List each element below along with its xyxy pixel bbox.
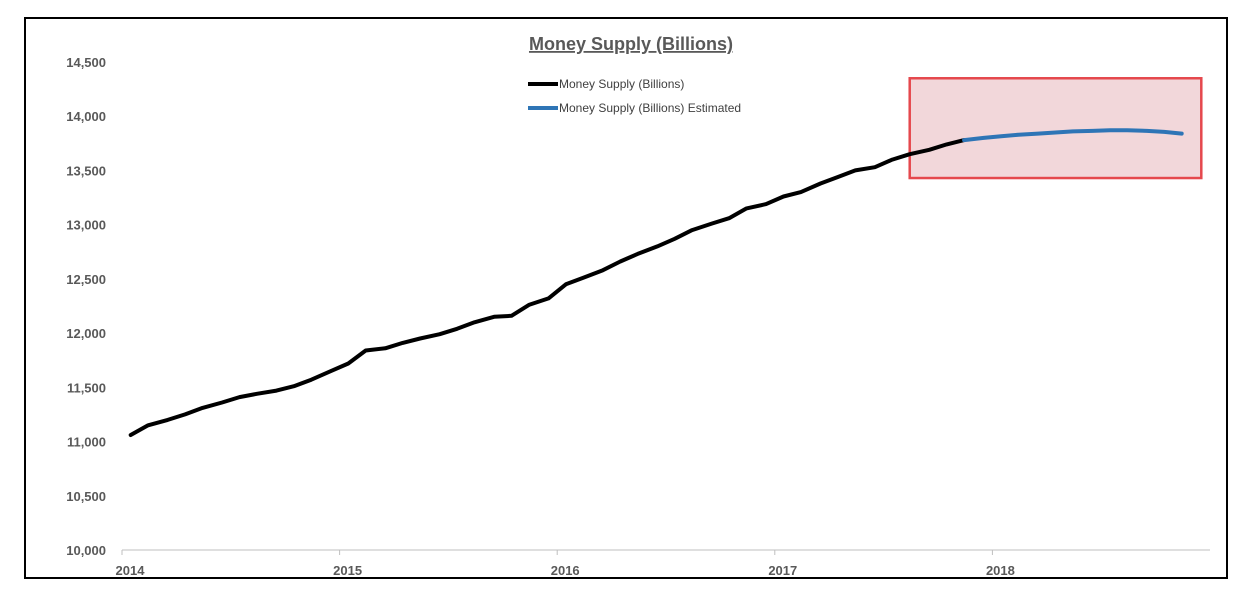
series-layer: [128, 128, 1184, 437]
x-tick-label: 2017: [768, 563, 797, 577]
y-tick-label: 10,500: [66, 489, 106, 504]
chart-frame: 10,000 10,500 11,000 11,500 12,000 12,500 13,0…: [24, 17, 1228, 579]
x-tick-label: 2014: [116, 563, 146, 577]
chart-title: Money Supply (Billions): [529, 34, 733, 54]
money-supply-chart: 10,000 10,500 11,000 11,500 12,000 12,500 13,0…: [66, 34, 1210, 577]
y-tick-label: 14,500: [66, 55, 106, 70]
y-tick-label: 12,000: [66, 326, 106, 341]
series-line-actual: [128, 138, 967, 437]
y-tick-label: 14,000: [66, 109, 106, 124]
x-tick-label: 2015: [333, 563, 362, 577]
x-tick-label: 2018: [986, 563, 1015, 577]
highlight-box: [908, 77, 1203, 180]
y-tick-label: 10,000: [66, 543, 106, 558]
y-tick-label: 13,000: [66, 218, 106, 233]
legend-label: Money Supply (Billions) Estimated: [559, 101, 741, 115]
highlight-box-layer: [908, 77, 1203, 180]
legend: Money Supply (Billions) Money Supply (Bil…: [528, 77, 741, 115]
legend-label: Money Supply (Billions): [559, 77, 684, 91]
x-tick-label: 2016: [551, 563, 580, 577]
series-line-estimated: [962, 128, 1184, 143]
y-tick-label: 12,500: [66, 272, 106, 287]
y-tick-label: 11,000: [67, 435, 106, 450]
y-tick-label: 11,500: [67, 380, 106, 395]
y-tick-label: 13,500: [66, 163, 106, 178]
axis-layer: 10,000 10,500 11,000 11,500 12,000 12,500 13,0…: [66, 55, 1210, 577]
